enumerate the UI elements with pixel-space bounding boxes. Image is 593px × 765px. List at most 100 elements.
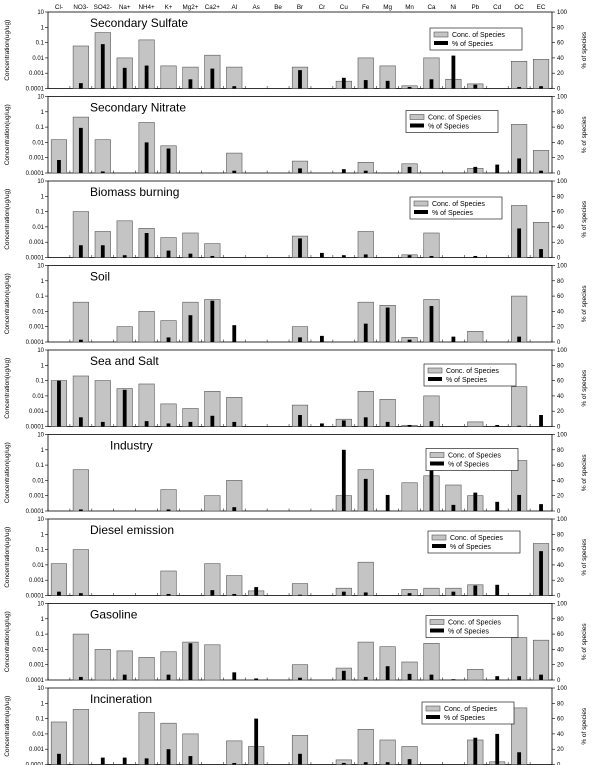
left-tick-label: 1 bbox=[41, 448, 45, 454]
panel: 10 1 0.1 0.01 0.001 0.0001 100 80 60 40 20 0 Concent… bbox=[4, 179, 588, 262]
species-label: OC bbox=[514, 4, 524, 11]
conc-bar bbox=[532, 59, 550, 89]
legend: Conc. of Species % of Species bbox=[423, 363, 517, 387]
pct-bar bbox=[473, 166, 478, 173]
pct-bar bbox=[429, 674, 434, 680]
left-tick-label: 10 bbox=[37, 348, 44, 354]
legend-pct-label: % of Species bbox=[450, 544, 491, 551]
right-tick-label: 60 bbox=[557, 632, 564, 638]
pct-bar bbox=[57, 591, 61, 596]
pct-bar bbox=[473, 492, 478, 511]
species-label: EC bbox=[537, 4, 546, 11]
right-tick-label: 80 bbox=[557, 110, 564, 116]
pct-bar bbox=[539, 415, 543, 427]
conc-bar bbox=[72, 45, 89, 89]
pct-bar bbox=[451, 55, 456, 89]
pct-bar bbox=[363, 80, 368, 89]
pct-bar bbox=[232, 593, 237, 596]
legend-conc-label: Conc. of Species bbox=[444, 706, 497, 713]
species-label: Mn bbox=[405, 4, 414, 11]
pct-bar bbox=[495, 424, 500, 427]
left-tick-label: 0.1 bbox=[36, 210, 45, 216]
pct-bar bbox=[232, 762, 237, 765]
legend-pct-swatch bbox=[434, 41, 448, 45]
right-tick-label: 20 bbox=[557, 71, 564, 77]
left-tick-label: 0.001 bbox=[29, 325, 45, 331]
panel-title: Gasoline bbox=[90, 608, 138, 622]
left-axis-label: Concentration(ug/ug) bbox=[4, 611, 11, 672]
left-axis-label: Concentration(ug/ug) bbox=[4, 273, 11, 334]
right-tick-label: 40 bbox=[557, 732, 564, 738]
left-tick-label: 0.1 bbox=[36, 41, 45, 47]
pct-bar bbox=[232, 672, 237, 680]
pct-bar bbox=[429, 255, 434, 258]
left-tick-label: 0.01 bbox=[32, 140, 44, 146]
right-axis-label: % of species bbox=[581, 116, 588, 154]
pct-bar bbox=[517, 494, 522, 511]
left-tick-label: 10 bbox=[37, 686, 44, 692]
pct-bar bbox=[78, 127, 83, 173]
pct-bar bbox=[254, 678, 259, 680]
pct-bar bbox=[320, 335, 324, 342]
left-axis-label: Concentration(ug/ug) bbox=[4, 358, 11, 419]
panel: 10 1 0.1 0.01 0.001 0.0001 100 80 60 40 20 0 Concent… bbox=[4, 348, 588, 431]
panel-title: Secondary Nitrate bbox=[90, 101, 186, 115]
pct-bar bbox=[320, 252, 324, 258]
pct-bar bbox=[166, 337, 171, 342]
pct-bar bbox=[78, 676, 83, 680]
left-tick-label: 1 bbox=[41, 194, 45, 200]
pct-bar bbox=[144, 233, 149, 258]
left-tick-label: 0.1 bbox=[36, 125, 45, 131]
species-label: Cd bbox=[493, 4, 502, 11]
right-tick-label: 0 bbox=[557, 425, 561, 431]
left-tick-label: 0.001 bbox=[29, 747, 45, 753]
conc-bar bbox=[116, 220, 133, 258]
right-tick-label: 100 bbox=[557, 264, 568, 270]
pct-bar bbox=[517, 676, 522, 680]
right-tick-label: 40 bbox=[557, 309, 564, 315]
left-tick-label: 0.0001 bbox=[26, 594, 45, 600]
right-tick-label: 60 bbox=[557, 379, 564, 385]
pct-bar bbox=[210, 415, 215, 427]
right-tick-label: 40 bbox=[557, 140, 564, 146]
pct-bar bbox=[298, 70, 302, 89]
pct-bar bbox=[517, 336, 522, 342]
legend: Conc. of Species % of Species bbox=[425, 448, 519, 471]
right-tick-label: 20 bbox=[557, 663, 564, 669]
right-axis-label: % of species bbox=[581, 454, 588, 492]
pct-bar bbox=[407, 673, 412, 680]
left-tick-label: 10 bbox=[37, 517, 44, 523]
panel: 10 1 0.1 0.01 0.001 0.0001 100 80 60 40 20 0 Concent… bbox=[4, 517, 588, 600]
pct-bar bbox=[539, 551, 543, 596]
left-tick-label: 0.001 bbox=[29, 494, 45, 500]
right-tick-label: 100 bbox=[557, 517, 568, 523]
left-axis-label: Concentration(ug/ug) bbox=[4, 189, 11, 250]
conc-bar bbox=[204, 243, 221, 258]
pct-bar bbox=[210, 300, 215, 342]
legend-pct-swatch bbox=[432, 544, 446, 548]
pct-bar bbox=[298, 594, 302, 596]
right-tick-label: 0 bbox=[557, 87, 561, 93]
pct-bar bbox=[451, 504, 456, 511]
conc-bar bbox=[50, 563, 68, 596]
conc-bar bbox=[467, 421, 484, 427]
pct-bar bbox=[429, 306, 434, 342]
left-tick-label: 1 bbox=[41, 279, 45, 285]
legend-conc-swatch bbox=[433, 31, 449, 38]
left-tick-label: 10 bbox=[37, 602, 44, 608]
right-tick-label: 40 bbox=[557, 478, 564, 484]
conc-bar bbox=[423, 232, 440, 258]
pct-bar bbox=[495, 164, 500, 173]
conc-bar bbox=[72, 469, 89, 512]
pct-bar bbox=[517, 425, 522, 427]
pct-bar bbox=[341, 449, 346, 511]
pct-bar bbox=[298, 753, 302, 765]
left-tick-label: 0.0001 bbox=[26, 340, 45, 346]
species-label: Cu bbox=[340, 4, 349, 11]
pct-bar bbox=[407, 424, 412, 427]
species-label: NO3- bbox=[73, 4, 88, 11]
pct-bar bbox=[363, 676, 368, 680]
pct-bar bbox=[144, 421, 149, 427]
pct-bar bbox=[210, 255, 215, 258]
pct-bar bbox=[363, 592, 368, 596]
